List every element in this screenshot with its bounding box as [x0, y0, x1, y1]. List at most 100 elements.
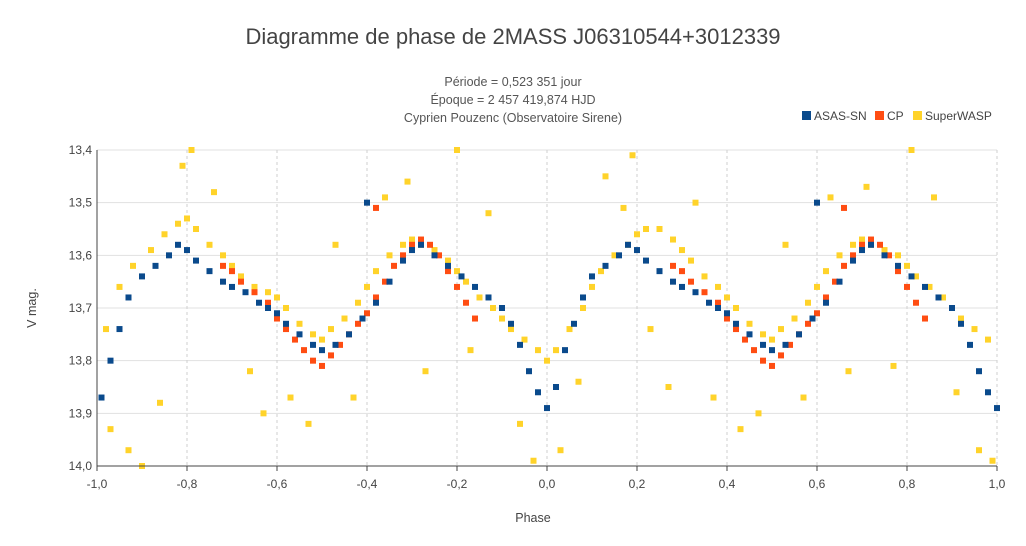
data-point-asas-sn: [746, 331, 753, 338]
data-point-asas-sn: [499, 305, 505, 311]
data-point-superwasp: [422, 368, 429, 375]
chart-title: Diagramme de phase de 2MASS J06310544+30…: [245, 24, 780, 49]
data-point-superwasp: [148, 247, 154, 254]
data-point-superwasp: [557, 447, 564, 454]
data-point-asas-sn: [265, 305, 271, 311]
y-tick-label: 13,9: [69, 406, 93, 420]
data-point-superwasp: [746, 320, 753, 327]
data-point-asas-sn: [310, 341, 316, 348]
x-tick-label: -0,6: [267, 477, 288, 491]
data-point-cp: [382, 278, 388, 285]
data-point-asas-sn: [485, 294, 492, 301]
legend: ASAS-SN CP SuperWASP: [802, 109, 992, 123]
data-point-asas-sn: [859, 247, 865, 254]
data-point-cp: [310, 357, 316, 364]
data-point-cp: [922, 315, 928, 322]
data-point-superwasp: [386, 252, 393, 259]
data-point-superwasp: [823, 268, 829, 275]
data-point-superwasp: [476, 294, 483, 301]
data-point-superwasp: [535, 347, 541, 354]
y-tick-label: 14,0: [69, 459, 93, 473]
data-point-superwasp: [517, 420, 523, 427]
data-point-asas-sn: [895, 262, 901, 269]
data-point-superwasp: [431, 247, 438, 254]
data-point-superwasp: [643, 226, 649, 232]
data-point-asas-sn: [782, 341, 789, 348]
data-point-superwasp: [251, 283, 258, 290]
data-point-superwasp: [985, 336, 991, 343]
data-point-superwasp: [827, 194, 834, 201]
data-point-cp: [895, 268, 901, 275]
data-point-asas-sn: [922, 283, 928, 290]
data-point-superwasp: [445, 257, 451, 264]
data-point-cp: [841, 204, 847, 211]
data-point-superwasp: [566, 326, 573, 333]
data-point-superwasp: [580, 305, 586, 311]
data-point-asas-sn: [796, 331, 802, 338]
data-point-cp: [751, 347, 757, 354]
data-point-cp: [679, 268, 685, 275]
data-point-asas-sn: [823, 299, 829, 306]
data-point-cp: [868, 236, 874, 243]
data-point-cp: [670, 262, 676, 269]
data-point-asas-sn: [760, 341, 766, 348]
data-point-superwasp: [859, 236, 865, 243]
data-point-superwasp: [373, 268, 379, 275]
data-point-cp: [436, 252, 442, 259]
data-point-superwasp: [634, 231, 640, 238]
data-point-superwasp: [157, 399, 163, 406]
data-point-asas-sn: [116, 326, 123, 333]
data-point-asas-sn: [107, 357, 114, 364]
x-tick-label: -0,2: [447, 477, 468, 491]
x-tick-label: 1,0: [989, 477, 1006, 491]
data-point-asas-sn: [274, 310, 280, 317]
data-point-asas-sn: [526, 368, 532, 375]
data-point-cp: [391, 262, 397, 269]
data-point-superwasp: [287, 394, 294, 401]
data-point-superwasp: [332, 241, 339, 248]
data-point-asas-sn: [152, 262, 159, 269]
y-tick-label: 13,4: [69, 143, 93, 157]
data-point-superwasp: [931, 194, 937, 201]
data-point-cp: [454, 283, 460, 290]
data-point-superwasp: [589, 283, 595, 290]
data-point-superwasp: [341, 315, 348, 322]
data-point-asas-sn: [908, 273, 915, 280]
data-point-asas-sn: [589, 273, 595, 280]
legend-swatch-superwasp: [913, 111, 922, 120]
data-point-cp: [463, 299, 469, 306]
data-point-asas-sn: [625, 241, 631, 248]
data-point-asas-sn: [166, 252, 172, 259]
data-point-asas-sn: [373, 299, 379, 306]
data-point-superwasp: [355, 299, 361, 306]
x-tick-label: 0,6: [809, 477, 826, 491]
data-point-superwasp: [733, 305, 739, 311]
data-point-cp: [850, 252, 856, 259]
data-point-cp: [913, 299, 919, 306]
data-point-superwasp: [760, 331, 766, 338]
data-point-cp: [733, 326, 739, 333]
data-point-superwasp: [629, 152, 636, 159]
data-point-asas-sn: [386, 278, 393, 285]
axis-ticks: 13,4 13,5 13,6 13,7 13,8 13,9 14,0 -1,0 -0,8 -0,6…: [69, 143, 1006, 491]
data-point-asas-sn: [418, 241, 424, 248]
data-point-superwasp: [179, 162, 186, 169]
data-point-asas-sn: [296, 331, 303, 338]
data-point-cp: [373, 204, 379, 211]
data-point-superwasp: [404, 178, 411, 185]
data-point-superwasp: [409, 236, 415, 243]
data-point-asas-sn: [517, 341, 523, 348]
data-point-asas-sn: [125, 294, 132, 301]
data-point-superwasp: [193, 226, 199, 232]
data-point-cp: [778, 352, 784, 359]
y-tick-label: 13,5: [69, 196, 93, 210]
data-point-superwasp: [836, 252, 843, 259]
data-point-superwasp: [800, 394, 807, 401]
data-point-cp: [472, 315, 478, 322]
data-point-superwasp: [814, 283, 820, 290]
data-point-superwasp: [890, 362, 897, 369]
data-point-asas-sn: [643, 257, 649, 264]
data-point-superwasp: [782, 241, 789, 248]
data-point-asas-sn: [220, 278, 226, 285]
data-point-superwasp: [611, 252, 618, 259]
